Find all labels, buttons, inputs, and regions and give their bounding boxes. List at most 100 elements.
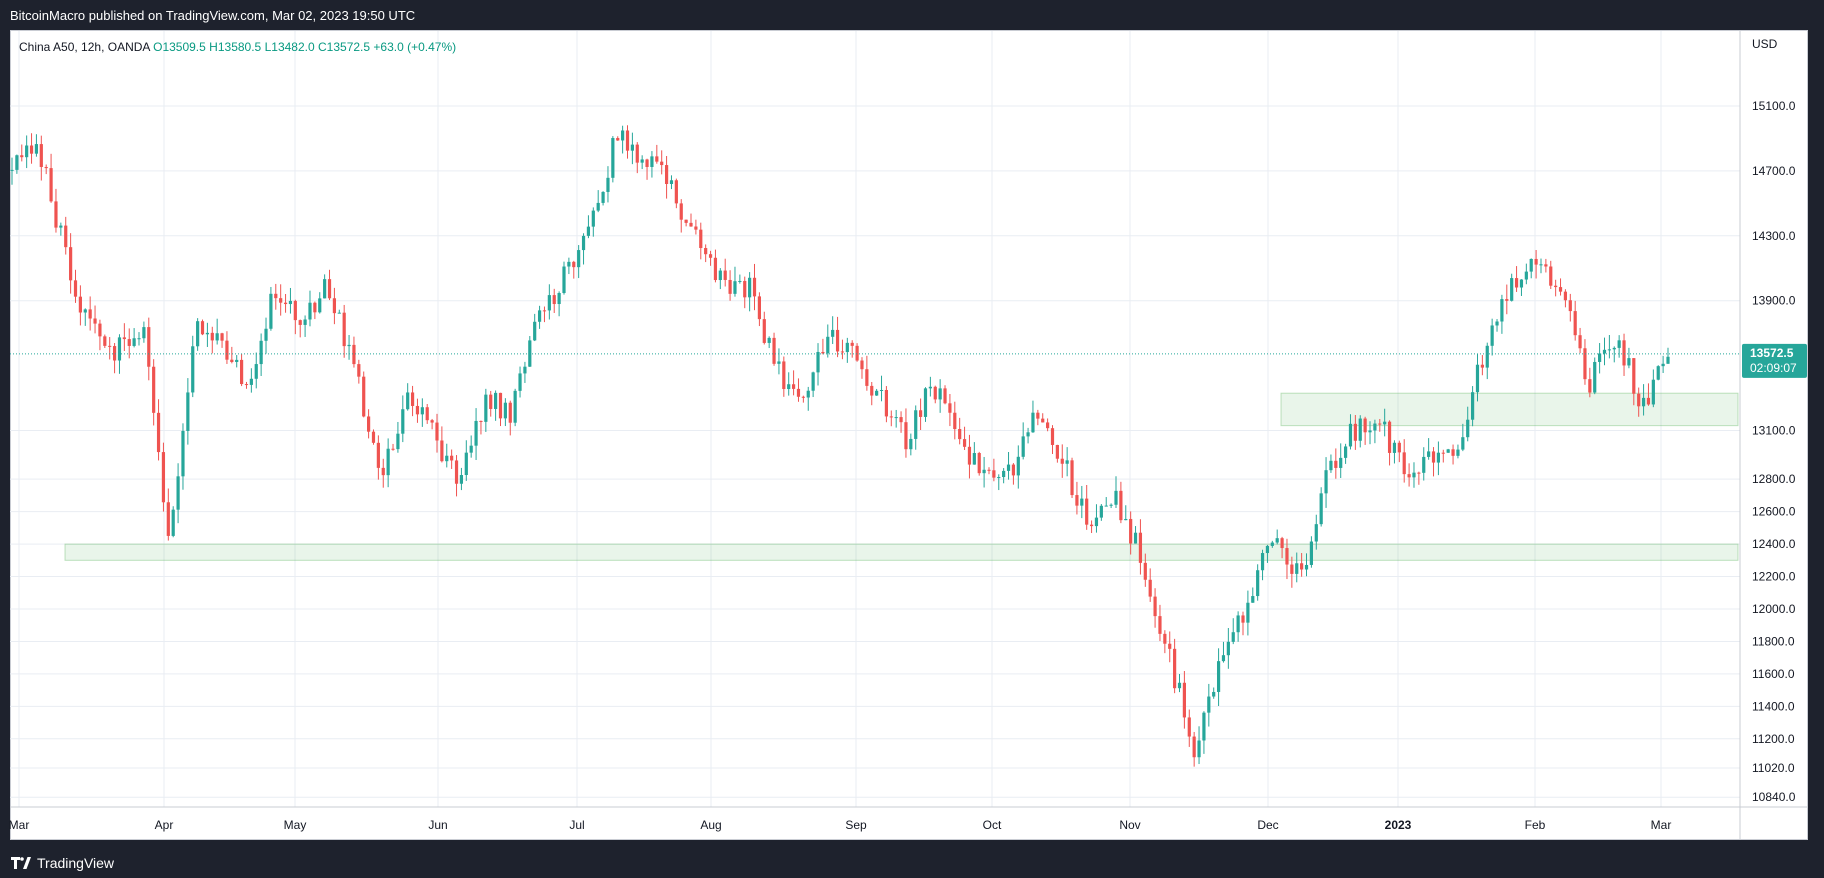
candle: [430, 418, 434, 430]
candle-body: [699, 229, 703, 249]
candle-body: [1158, 616, 1162, 634]
candle-body: [376, 442, 380, 468]
candle: [1383, 408, 1387, 437]
candle: [376, 435, 380, 480]
x-tick-label-9: Dec: [1257, 818, 1278, 832]
candle: [1412, 462, 1416, 488]
candle: [1539, 258, 1543, 274]
candle-body: [772, 337, 776, 364]
candle-body: [1392, 442, 1397, 453]
candle-body: [64, 225, 68, 248]
candle-body: [1094, 517, 1099, 527]
candle-body: [440, 440, 444, 462]
candle-body: [704, 248, 708, 255]
candle: [972, 442, 976, 465]
support-zone-0[interactable]: [64, 543, 1739, 561]
candle-body: [264, 328, 268, 341]
candle: [357, 359, 361, 384]
candle-body: [1065, 460, 1069, 464]
candle-body: [826, 336, 830, 354]
candle: [1588, 367, 1592, 398]
candle-body: [205, 332, 209, 335]
candle: [1646, 383, 1651, 406]
candle-body: [49, 168, 53, 202]
candle: [796, 378, 801, 402]
candle-body: [176, 476, 180, 510]
candle-body: [953, 412, 957, 430]
candle-body: [1480, 364, 1484, 368]
candle: [899, 411, 903, 433]
candle-body: [293, 300, 297, 321]
support-zone-1[interactable]: [1280, 392, 1739, 427]
candle: [1265, 544, 1270, 563]
candle: [1446, 448, 1450, 453]
candle-body: [1402, 452, 1406, 475]
candle-body: [1627, 358, 1631, 366]
time-axis[interactable]: Mar Apr May Jun Jul Aug Sep Oct Nov Dec 2023 Feb Mar: [9, 818, 1672, 832]
candle-body: [171, 509, 175, 536]
candle: [1602, 337, 1607, 366]
candle-body: [547, 295, 551, 311]
candle: [1505, 284, 1509, 315]
candle: [29, 133, 34, 164]
candle: [122, 323, 126, 352]
candle: [1119, 481, 1123, 524]
y-tick-label-8: 12200.0: [1752, 570, 1796, 584]
candle-body: [664, 165, 669, 184]
candle-body: [938, 388, 942, 400]
candle: [699, 222, 703, 260]
candle-body: [274, 293, 278, 299]
candle: [1290, 556, 1294, 588]
candle-body: [1368, 430, 1372, 433]
legend-high-label: H: [209, 40, 218, 54]
candle: [1578, 327, 1582, 354]
candle-body: [982, 469, 986, 474]
y-tick-label-14: 11020.0: [1752, 761, 1795, 775]
tradingview-brand[interactable]: TradingView: [11, 852, 114, 874]
candle-body: [489, 394, 493, 409]
candle: [454, 455, 459, 497]
candle-body: [435, 422, 439, 441]
candle: [723, 258, 727, 287]
candle-body: [1070, 460, 1074, 496]
candle-body: [1461, 437, 1465, 450]
candle-body: [191, 346, 195, 393]
candle: [1173, 638, 1177, 694]
price-axis[interactable]: 15100.0 14700.0 14300.0 13900.0 13100.0 12800…: [1742, 37, 1807, 804]
candle: [1612, 346, 1616, 363]
candle: [572, 260, 576, 279]
candle: [1627, 347, 1631, 369]
candle-body: [259, 340, 263, 365]
chart-frame[interactable]: [10, 30, 1808, 840]
candle-body: [1578, 335, 1582, 349]
candle-body: [112, 346, 117, 361]
candle-body: [777, 361, 781, 364]
candle-body: [1641, 397, 1646, 407]
candle-body: [1544, 264, 1548, 267]
candle: [308, 290, 312, 327]
candle-body: [454, 460, 459, 484]
x-tick-label-8: Nov: [1119, 818, 1140, 832]
candle-body: [831, 329, 835, 337]
candle: [1109, 503, 1113, 509]
candle: [371, 429, 376, 445]
candle-body: [894, 417, 898, 419]
candle-body: [1436, 452, 1441, 463]
candle-body: [1290, 564, 1294, 574]
candle: [1583, 339, 1587, 385]
candle: [401, 395, 405, 443]
candle-body: [210, 332, 214, 341]
candle: [787, 372, 791, 396]
candle: [181, 423, 185, 490]
candle: [733, 266, 737, 297]
candle: [586, 215, 591, 239]
candle: [49, 153, 53, 203]
candle-body: [1602, 349, 1607, 354]
candle: [171, 506, 175, 538]
candle: [953, 401, 957, 440]
candle-body: [1270, 542, 1274, 546]
candle-body: [1451, 449, 1455, 456]
candle-body: [865, 369, 869, 386]
candle: [10, 157, 14, 185]
